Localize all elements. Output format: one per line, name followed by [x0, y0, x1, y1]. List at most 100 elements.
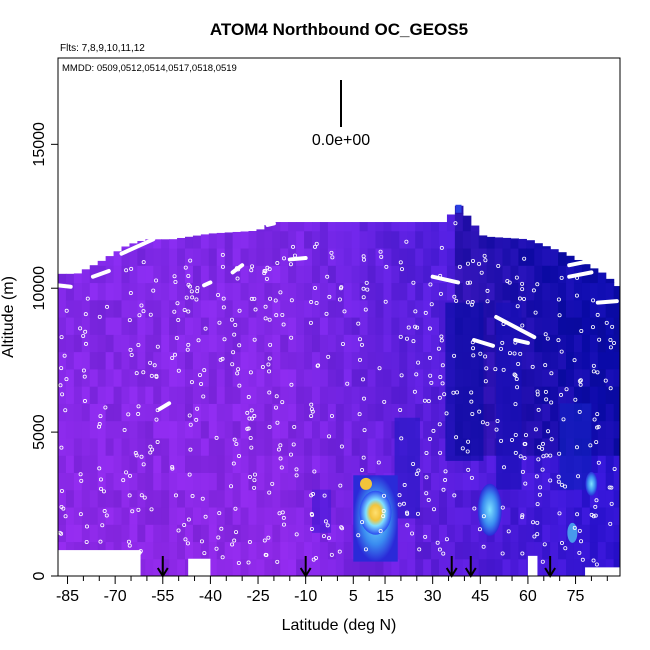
flight-track-point — [360, 468, 365, 473]
flight-track-point — [325, 274, 330, 279]
flight-track-point — [326, 354, 331, 359]
heatmap-cell — [161, 420, 170, 439]
heatmap-cell — [248, 524, 258, 543]
heatmap-cell — [145, 239, 154, 249]
heatmap-cell — [161, 299, 170, 318]
heatmap-cell — [407, 317, 416, 335]
heatmap-cell — [248, 403, 258, 422]
heatmap-cell — [462, 455, 472, 473]
flight-track-point — [190, 295, 195, 300]
flight-track-segment — [471, 338, 495, 348]
heatmap-cell — [335, 317, 345, 335]
heatmap-cell — [335, 299, 345, 318]
heatmap-cell — [288, 230, 297, 249]
flight-track-point — [148, 312, 153, 317]
heatmap-cell — [304, 222, 313, 232]
heatmap-cell — [121, 524, 131, 543]
heatmap-cell — [518, 351, 527, 370]
flight-track-point — [429, 380, 434, 385]
heatmap-cell — [439, 524, 448, 543]
heatmap-cell — [399, 541, 408, 560]
heatmap-cell — [216, 282, 226, 301]
heatmap-cell — [121, 386, 131, 404]
flight-track-point — [532, 534, 537, 539]
flight-track-point — [579, 329, 584, 334]
heatmap-cell — [439, 386, 448, 404]
flight-track-point — [220, 555, 225, 560]
heatmap-cell — [526, 240, 535, 249]
flight-track-point — [591, 514, 596, 519]
heatmap-cell — [605, 386, 615, 404]
heatmap-cell — [391, 247, 400, 266]
heatmap-cell — [335, 334, 345, 353]
heatmap-cell — [431, 317, 440, 335]
flight-track-point — [187, 413, 192, 418]
heatmap-cell — [375, 386, 385, 404]
flight-track-point — [188, 422, 193, 427]
flight-track-point — [252, 478, 257, 483]
heatmap-cell — [208, 420, 218, 439]
flight-track-point — [340, 341, 345, 346]
heatmap-cell — [137, 455, 146, 473]
heatmap-cell — [542, 368, 551, 387]
heatmap-cell — [319, 386, 329, 404]
flight-track-point — [520, 469, 525, 474]
flight-track-point — [435, 540, 440, 545]
heatmap-cell — [145, 506, 154, 525]
heatmap-cell — [58, 299, 67, 318]
heatmap-cell — [510, 265, 519, 284]
heatmap-cell — [81, 420, 91, 439]
heatmap-cell — [304, 247, 313, 266]
heatmap-cell — [613, 317, 620, 335]
heatmap-cell — [613, 403, 620, 422]
flight-track-point — [479, 270, 484, 275]
heatmap-cell — [169, 265, 178, 284]
heatmap-cell — [232, 299, 242, 318]
heatmap-cell — [478, 541, 488, 560]
flight-track-point — [172, 352, 177, 357]
heatmap-cell — [73, 351, 83, 370]
flight-track-segment — [494, 315, 537, 340]
flight-track-point — [416, 468, 421, 473]
flight-track-point — [172, 309, 177, 314]
heatmap-cell — [351, 334, 361, 353]
heatmap-cell — [216, 524, 226, 543]
flight-track-point — [559, 482, 564, 487]
flight-track-point — [274, 313, 279, 318]
heatmap-cell — [248, 299, 258, 318]
flight-track-point — [247, 416, 252, 421]
flight-track-point — [63, 514, 68, 519]
flight-track-point — [266, 535, 271, 540]
heatmap-cell — [288, 506, 297, 525]
heatmap-cell — [105, 403, 115, 422]
flight-track-point — [534, 474, 539, 479]
flight-track-point — [360, 377, 365, 382]
heatmap-cell — [558, 506, 567, 525]
flight-track-point — [466, 439, 471, 444]
heatmap-cell — [494, 265, 504, 284]
flight-track-point — [417, 547, 422, 552]
heatmap-cell — [177, 455, 186, 473]
heatmap-cell — [81, 403, 91, 422]
heatmap-cell — [73, 437, 83, 456]
heatmap-cell — [304, 437, 313, 456]
flight-track-point — [509, 437, 514, 442]
flight-track-point — [252, 472, 257, 477]
heatmap-cell — [272, 282, 281, 301]
flight-track-point — [134, 371, 139, 376]
heatmap-cell — [335, 558, 345, 576]
flight-track-point — [280, 400, 285, 405]
heatmap-cell — [58, 489, 67, 508]
heatmap-cell — [335, 282, 345, 301]
flight-track-point — [232, 332, 237, 337]
heatmap-cell — [153, 541, 162, 560]
flight-track-point — [148, 444, 153, 449]
heatmap-cell — [200, 351, 210, 370]
heatmap-plume — [312, 489, 332, 533]
flight-track-point — [399, 436, 404, 441]
heatmap-cell — [216, 506, 226, 525]
heatmap-cell — [423, 558, 432, 576]
heatmap-cell — [518, 265, 527, 284]
flight-track-point — [59, 335, 64, 340]
flight-track-point — [454, 298, 459, 303]
